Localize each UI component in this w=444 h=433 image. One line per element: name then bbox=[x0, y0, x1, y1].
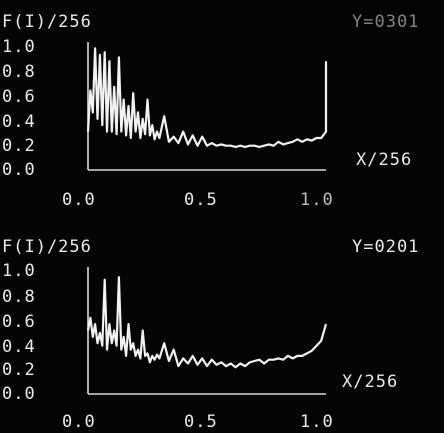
chart-1-ytick-2: 0.8 bbox=[2, 62, 36, 82]
chart-2-ytick-4: 0.4 bbox=[2, 337, 36, 357]
chart-panel-1: F(I)/256 Y=0301 1.0 0.8 0.6 0.4 0.2 0.0 … bbox=[2, 12, 419, 210]
chart-2-title: F(I)/256 bbox=[2, 237, 92, 257]
chart-1-series-1-line bbox=[86, 47, 328, 149]
chart-1-plot-area bbox=[86, 42, 328, 171]
chart-2-xtick-1: 0.0 bbox=[62, 412, 96, 432]
chart-1-ytick-1: 1.0 bbox=[2, 37, 36, 57]
chart-2-ytick-1: 1.0 bbox=[2, 261, 36, 281]
chart-1-xtick-2: 0.5 bbox=[184, 190, 218, 210]
chart-2-xtick-2: 0.5 bbox=[184, 412, 218, 432]
chart-2-xlabel: X/256 bbox=[342, 372, 398, 392]
chart-1-ytick-6: 0.0 bbox=[2, 160, 36, 180]
chart-2-series-1-line bbox=[86, 276, 328, 369]
chart-1-xtick-1: 0.0 bbox=[62, 190, 96, 210]
chart-1-ytick-5: 0.2 bbox=[2, 136, 36, 156]
chart-2-xtick-3: 1.0 bbox=[300, 412, 334, 432]
chart-panel-2: F(I)/256 Y=0201 1.0 0.8 0.6 0.4 0.2 0.0 … bbox=[2, 237, 419, 432]
chart-1-corner-label: Y=0301 bbox=[352, 12, 419, 32]
chart-1-xtick-3: 1.0 bbox=[300, 190, 334, 210]
chart-2-ytick-5: 0.2 bbox=[2, 360, 36, 380]
chart-1-title: F(I)/256 bbox=[2, 12, 92, 32]
chart-2-plot-area bbox=[86, 267, 328, 395]
chart-2-corner-label: Y=0201 bbox=[352, 237, 419, 257]
chart-1-ytick-4: 0.4 bbox=[2, 112, 36, 132]
chart-1-ytick-3: 0.6 bbox=[2, 87, 36, 107]
chart-2-ytick-3: 0.6 bbox=[2, 312, 36, 332]
chart-2-ytick-6: 0.0 bbox=[2, 384, 36, 404]
chart-2-ytick-2: 0.8 bbox=[2, 287, 36, 307]
chart-1-xlabel: X/256 bbox=[356, 150, 412, 170]
